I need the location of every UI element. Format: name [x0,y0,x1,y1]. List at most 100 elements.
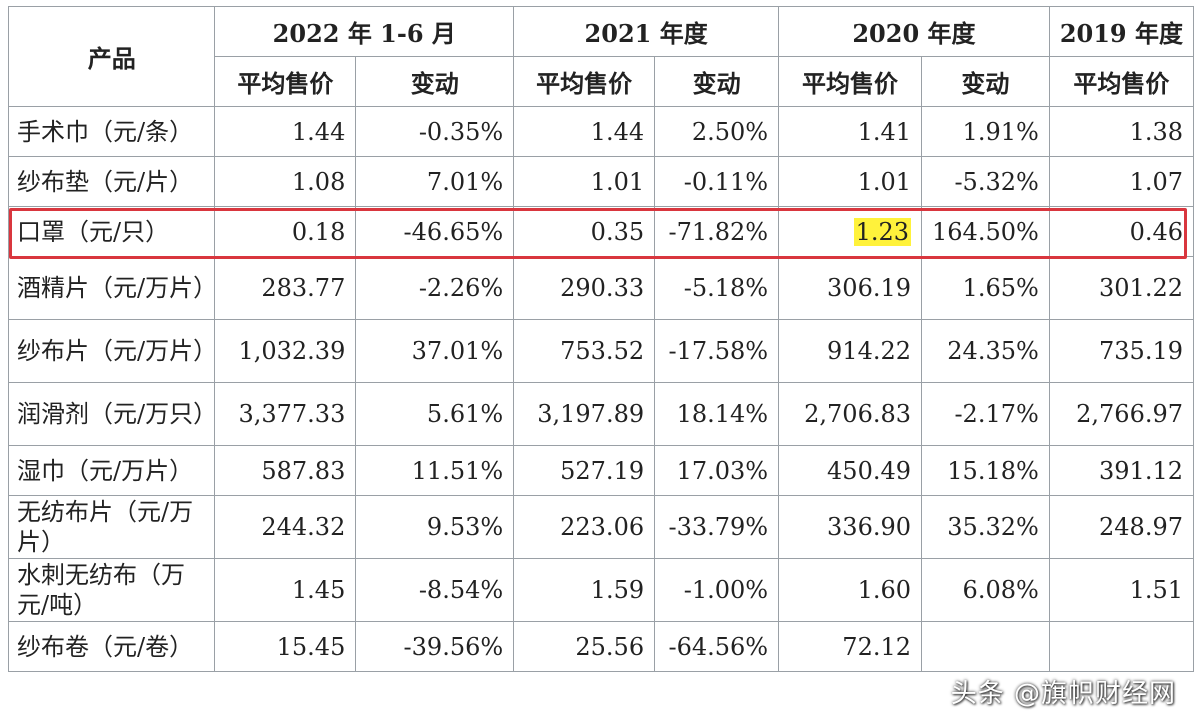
header-change: 变动 [355,56,515,107]
change-cell: 24.35% [921,319,1050,383]
product-name-cell: 纱布卷（元/卷） [7,621,216,672]
avg-price-cell: 25.56 [513,621,656,672]
change-cell: -2.26% [355,256,515,320]
product-name-cell: 湿巾（元/万片） [7,445,216,496]
product-name-cell: 无纺布片（元/万片） [7,495,216,559]
table-row: 纱布垫（元/片） 1.08 7.01% 1.01 -0.11% 1.01 -5.32% 1.0… [7,156,1194,207]
header-avg-price: 平均售价 [1048,56,1194,107]
avg-price-cell: 1.45 [214,558,357,622]
change-cell: 2.50% [654,106,780,157]
avg-price-cell: 914.22 [778,319,923,383]
avg-price-cell: 527.19 [513,445,656,496]
avg-price-cell: 1.07 [1048,156,1194,207]
avg-price-cell: 1.60 [778,558,923,622]
table-row: 纱布片（元/万片） 1,032.39 37.01% 753.52 -17.58% 914.… [7,319,1194,383]
avg-price-cell: 753.52 [513,319,656,383]
avg-price-cell: 3,377.33 [214,382,357,446]
change-cell: 5.61% [355,382,515,446]
change-cell: -17.58% [654,319,780,383]
change-cell: 6.08% [921,558,1050,622]
avg-price-cell: 391.12 [1048,445,1194,496]
header-avg-price: 平均售价 [214,56,357,107]
avg-price-cell: 1.44 [214,106,357,157]
table-row: 酒精片（元/万片） 283.77 -2.26% 290.33 -5.18% 306.19 1… [7,256,1194,320]
table-row: 湿巾（元/万片） 587.83 11.51% 527.19 17.03% 450.49 15… [7,445,1194,496]
product-name-cell: 润滑剂（元/万只） [7,382,216,446]
table-row: 手术巾（元/条） 1.44 -0.35% 1.44 2.50% 1.41 1.91% 1.38 [7,106,1194,157]
avg-price-cell: 1.59 [513,558,656,622]
header-change: 变动 [921,56,1050,107]
avg-price-cell: 223.06 [513,495,656,559]
avg-price-cell: 1.08 [214,156,357,207]
avg-price-cell: 2,706.83 [778,382,923,446]
avg-price-cell: 0.18 [214,206,357,257]
avg-price-cell: 15.45 [214,621,357,672]
avg-price-cell: 290.33 [513,256,656,320]
avg-price-cell: 3,197.89 [513,382,656,446]
change-cell: -71.82% [654,206,780,257]
change-cell: -8.54% [355,558,515,622]
table-row: 口罩（元/只） 0.18 -46.65% 0.35 -71.82% 1.23 164.50%… [7,206,1194,257]
product-name-cell: 纱布片（元/万片） [7,319,216,383]
change-cell: 164.50% [921,206,1050,257]
change-cell: 15.18% [921,445,1050,496]
table-row: 水刺无纺布（万元/吨） 1.45 -8.54% 1.59 -1.00% 1.60 6.08%… [7,558,1194,622]
avg-price-cell: 1.38 [1048,106,1194,157]
product-name-cell: 口罩（元/只） [7,206,216,257]
header-period-2019: 2019 年度 [1048,6,1194,57]
header-period-2021: 2021 年度 [513,6,780,57]
avg-price-cell: 587.83 [214,445,357,496]
avg-price-cell: 248.97 [1048,495,1194,559]
table-body: 手术巾（元/条） 1.44 -0.35% 1.44 2.50% 1.41 1.91% 1.38… [7,106,1194,672]
product-name-cell: 纱布垫（元/片） [7,156,216,207]
header-period-2022h1: 2022 年 1-6 月 [214,6,515,57]
change-cell: 1.65% [921,256,1050,320]
product-name-cell: 酒精片（元/万片） [7,256,216,320]
avg-price-cell: 735.19 [1048,319,1194,383]
change-cell: 9.53% [355,495,515,559]
change-cell [921,621,1050,672]
avg-price-cell: 1.01 [778,156,923,207]
average-price-table: 产品 2022 年 1-6 月 2021 年度 2020 年度 2019 年度 … [7,6,1194,672]
header-row-periods: 产品 2022 年 1-6 月 2021 年度 2020 年度 2019 年度 [7,6,1194,107]
change-cell: -5.32% [921,156,1050,207]
avg-price-cell [1048,621,1194,672]
product-name-cell: 手术巾（元/条） [7,106,216,157]
header-period-2020: 2020 年度 [778,6,1050,57]
header-avg-price: 平均售价 [778,56,923,107]
table-row: 润滑剂（元/万只） 3,377.33 5.61% 3,197.89 18.14% 2,70… [7,382,1194,446]
avg-price-cell: 1,032.39 [214,319,357,383]
avg-price-cell: 2,766.97 [1048,382,1194,446]
change-cell: 7.01% [355,156,515,207]
change-cell: 1.91% [921,106,1050,157]
price-table-container: 产品 2022 年 1-6 月 2021 年度 2020 年度 2019 年度 … [7,6,1194,672]
avg-price-cell: 1.44 [513,106,656,157]
avg-price-cell: 306.19 [778,256,923,320]
avg-price-cell: 301.22 [1048,256,1194,320]
avg-price-cell: 1.51 [1048,558,1194,622]
header-change: 变动 [654,56,780,107]
change-cell: -39.56% [355,621,515,672]
header-avg-price: 平均售价 [513,56,656,107]
table-row: 纱布卷（元/卷） 15.45 -39.56% 25.56 -64.56% 72.12 [7,621,1194,672]
table-row: 无纺布片（元/万片） 244.32 9.53% 223.06 -33.79% 336.90… [7,495,1194,559]
avg-price-cell: 283.77 [214,256,357,320]
avg-price-cell: 450.49 [778,445,923,496]
avg-price-cell: 0.46 [1048,206,1194,257]
change-cell: -64.56% [654,621,780,672]
change-cell: -1.00% [654,558,780,622]
watermark: 头条 @旗帜财经网 [950,679,1176,709]
change-cell: 11.51% [355,445,515,496]
highlighted-value: 1.23 [853,217,912,246]
change-cell: -2.17% [921,382,1050,446]
avg-price-cell: 72.12 [778,621,923,672]
header-product: 产品 [7,6,216,107]
avg-price-cell: 244.32 [214,495,357,559]
avg-price-cell: 1.01 [513,156,656,207]
change-cell: 35.32% [921,495,1050,559]
change-cell: -0.35% [355,106,515,157]
change-cell: 37.01% [355,319,515,383]
change-cell: -0.11% [654,156,780,207]
change-cell: -46.65% [355,206,515,257]
avg-price-cell: 336.90 [778,495,923,559]
